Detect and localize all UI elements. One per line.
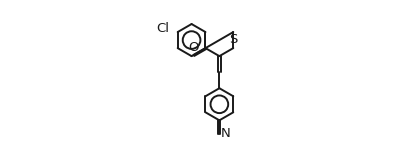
Text: Cl: Cl (157, 21, 170, 35)
Text: O: O (188, 41, 199, 54)
Text: N: N (221, 128, 230, 140)
Text: S: S (229, 33, 238, 46)
